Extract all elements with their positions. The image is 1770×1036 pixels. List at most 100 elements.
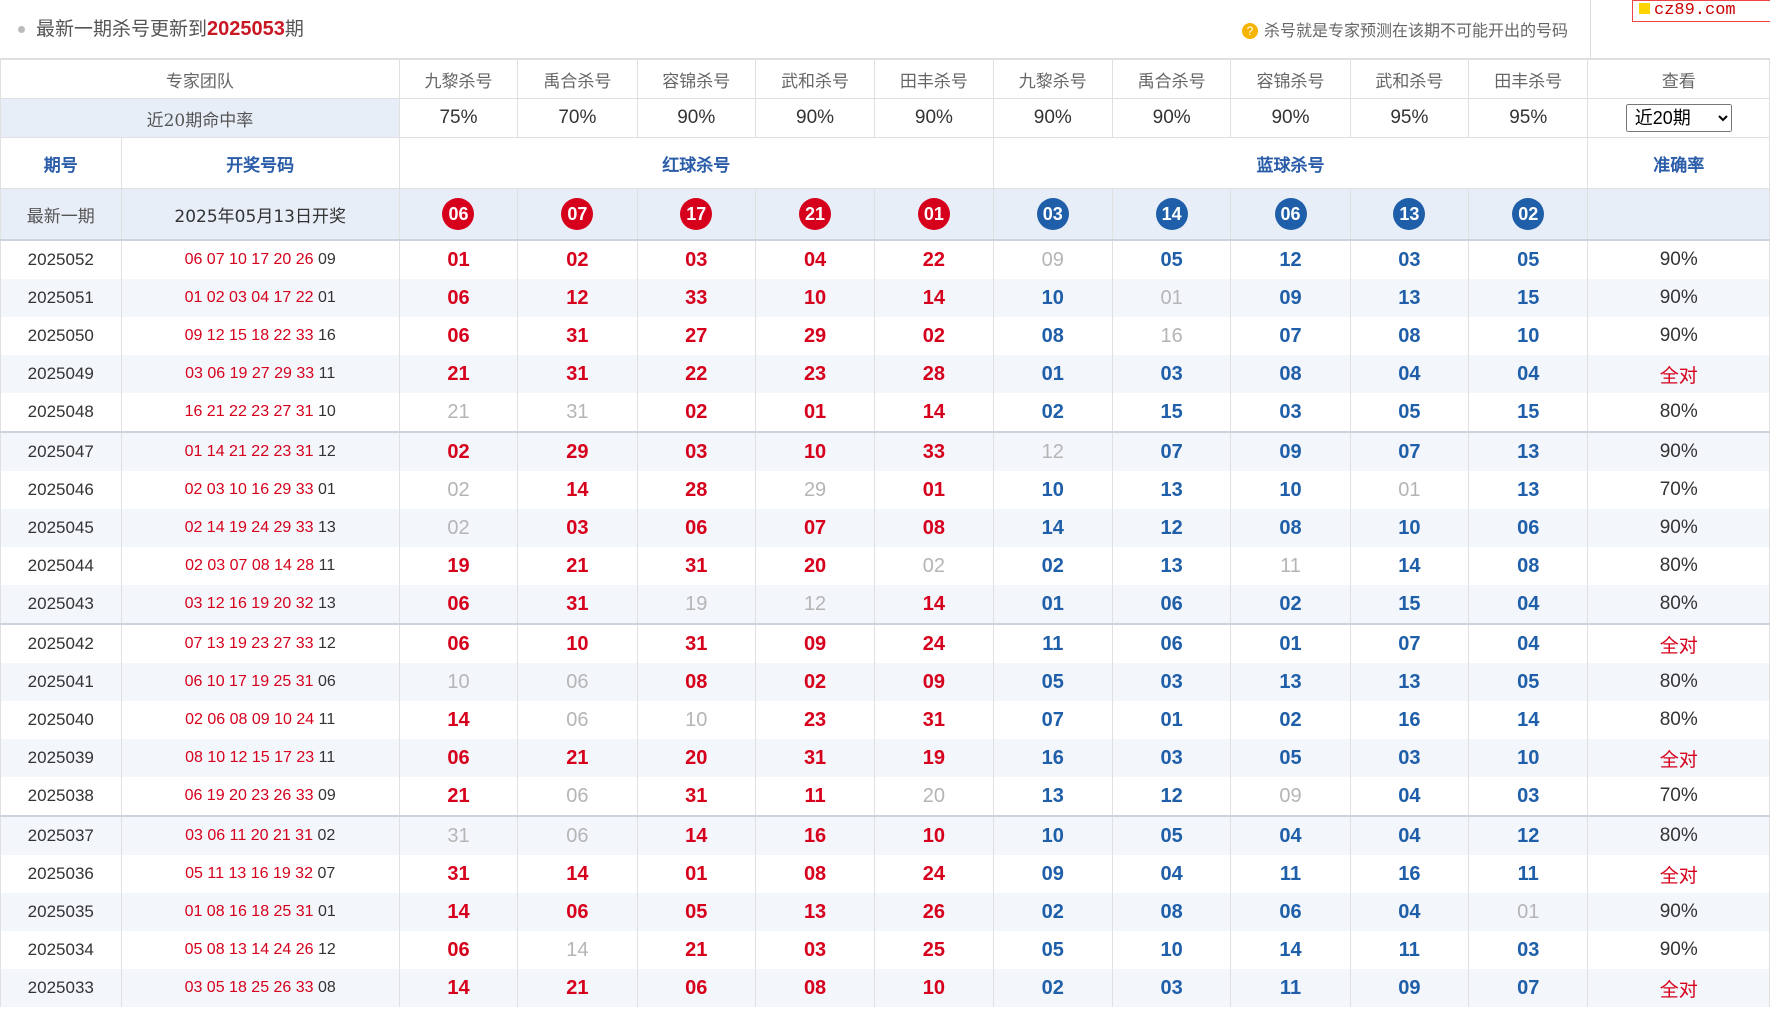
- red-kill-number: 06: [398, 279, 519, 317]
- blue-kill-number: 12: [1230, 239, 1351, 279]
- red-kill-number: 23: [754, 355, 876, 393]
- blue-kill-number: 13: [1111, 471, 1232, 509]
- draw-red-numbers: 03 06 11 20 21 31: [185, 827, 313, 844]
- red-kill-number: 06: [398, 623, 519, 663]
- accuracy-value: 80%: [1587, 663, 1770, 701]
- blue-kill-number: 02: [992, 547, 1114, 585]
- table-row: 2025045 02 14 19 24 29 33 13 02 03 06 07 08 14 1…: [0, 509, 1770, 547]
- blue-kill-number: 09: [992, 855, 1114, 893]
- blue-kill-number: 11: [1230, 969, 1351, 1007]
- red-kill-number: 31: [517, 317, 638, 355]
- page-title: 最新一期杀号更新到2025053期: [36, 18, 304, 40]
- issue-number: 2025039: [0, 739, 122, 777]
- blue-kill-ball-cell: 02: [1468, 188, 1589, 241]
- draw-red-numbers: 01 02 03 04 17 22: [184, 289, 314, 306]
- blue-kill-number: 07: [1349, 431, 1470, 471]
- red-kill-number: 10: [874, 815, 994, 855]
- red-kill-ball-cell: 21: [754, 188, 876, 241]
- hit-rate-row: 近20期命中率 75% 70% 90% 90% 90% 90% 90% 90% …: [0, 98, 1770, 138]
- accuracy-value: 80%: [1587, 547, 1770, 585]
- red-kill-number: 21: [398, 777, 519, 816]
- blue-kill-number: 05: [1468, 239, 1589, 279]
- blue-kill-number: 11: [1230, 855, 1351, 893]
- accuracy-value: 90%: [1587, 317, 1770, 355]
- blue-kill-number: 12: [1468, 815, 1589, 855]
- draw-blue-number: 12: [318, 443, 336, 460]
- draw-numbers: 02 03 10 16 29 33 01: [120, 471, 400, 509]
- table-row: 2025044 02 03 07 08 14 28 11 19 21 31 20 02 02 1…: [0, 547, 1770, 585]
- blue-kill-number: 01: [992, 355, 1114, 393]
- red-kill-number: 31: [517, 585, 638, 624]
- table-row: 2025047 01 14 21 22 23 31 12 02 29 03 10 33 12 0…: [0, 431, 1770, 471]
- blue-kill-number: 02: [1230, 701, 1351, 739]
- draw-blue-number: 06: [318, 673, 336, 690]
- red-kill-number: 31: [398, 815, 519, 855]
- expert-name: 容锦杀号: [636, 59, 756, 99]
- blue-kill-number: 03: [1230, 393, 1351, 432]
- blue-kill-number: 14: [1468, 701, 1589, 739]
- red-kill-number: 33: [636, 279, 756, 317]
- draw-blue-number: 02: [317, 827, 336, 844]
- red-kill-number: 06: [398, 585, 519, 624]
- blue-kill-number: 11: [1468, 855, 1589, 893]
- red-kill-number: 29: [517, 431, 638, 471]
- table-row: 2025035 01 08 16 18 25 31 01 14 06 05 13 26 02 0…: [0, 893, 1770, 931]
- blue-kill-number: 02: [992, 393, 1114, 432]
- issue-number: 2025043: [0, 585, 122, 624]
- blue-kill-number: 05: [1111, 239, 1232, 279]
- table-row: 2025043 03 12 16 19 20 32 13 06 31 19 12 14 01 0…: [0, 585, 1770, 624]
- hit-rate-value: 90%: [992, 98, 1114, 138]
- issue-number: 2025041: [0, 663, 122, 701]
- red-kill-number: 06: [517, 663, 638, 701]
- red-kill-number: 14: [517, 931, 638, 969]
- issue-number: 2025046: [0, 471, 122, 509]
- draw-numbers: 05 08 13 14 24 26 12: [120, 931, 400, 969]
- table-row: 2025039 08 10 12 15 17 23 11 06 21 20 31 19 16 0…: [0, 739, 1770, 777]
- blue-kill-number: 08: [1230, 355, 1351, 393]
- blue-kill-number: 15: [1468, 393, 1589, 432]
- red-kill-number: 19: [874, 739, 994, 777]
- draw-red-numbers: 06 07 10 17 20 26: [184, 251, 314, 268]
- red-kill-number: 31: [517, 355, 638, 393]
- period-select[interactable]: 近20期: [1625, 104, 1732, 132]
- draw-blue-number: 08: [318, 979, 336, 996]
- table-row: 2025048 16 21 22 23 27 31 10 21 31 02 01 14 02 1…: [0, 393, 1770, 432]
- draw-numbers: 01 08 16 18 25 31 01: [120, 893, 400, 931]
- draw-numbers: 08 10 12 15 17 23 11: [120, 739, 400, 777]
- draw-blue-number: 13: [318, 519, 336, 536]
- draw-blue-number: 01: [318, 903, 336, 920]
- blue-kill-number: 02: [992, 893, 1114, 931]
- red-kill-number: 12: [754, 585, 876, 624]
- blue-kill-number: 06: [1111, 623, 1232, 663]
- red-kill-ball: 17: [680, 198, 713, 230]
- draw-blue-number: 09: [318, 251, 336, 268]
- hit-rate-value: 70%: [517, 98, 638, 138]
- draw-numbers: 05 11 13 16 19 32 07: [120, 855, 400, 893]
- section-header-row: 期号 开奖号码 红球杀号 蓝球杀号 准确率: [0, 137, 1770, 189]
- red-kill-ball-cell: 01: [874, 188, 994, 241]
- accuracy-header: 准确率: [1587, 137, 1770, 189]
- red-kill-number: 31: [874, 701, 994, 739]
- table-row: 2025033 03 05 18 25 26 33 08 14 21 06 08 10 02 0…: [0, 969, 1770, 1007]
- blue-kill-number: 05: [992, 931, 1114, 969]
- red-kill-number: 33: [874, 431, 994, 471]
- blue-kill-number: 10: [1468, 739, 1589, 777]
- draw-red-numbers: 03 12 16 19 20 32: [184, 595, 314, 612]
- draw-red-numbers: 16 21 22 23 27 31: [184, 403, 314, 420]
- red-kill-number: 29: [754, 471, 876, 509]
- blue-kill-number: 09: [1230, 279, 1351, 317]
- accuracy-value: 80%: [1587, 815, 1770, 855]
- table-row: 2025051 01 02 03 04 17 22 01 06 12 33 10 14 10 0…: [0, 279, 1770, 317]
- red-kill-number: 04: [754, 239, 876, 279]
- blue-kill-number: 03: [1468, 777, 1589, 816]
- draw-numbers: 02 14 19 24 29 33 13: [120, 509, 400, 547]
- red-kill-number: 02: [398, 471, 519, 509]
- red-kill-number: 05: [636, 893, 756, 931]
- blue-kill-number: 13: [1349, 663, 1470, 701]
- draw-red-numbers: 03 05 18 25 26 33: [184, 979, 314, 996]
- red-kill-number: 01: [398, 239, 519, 279]
- red-kill-number: 14: [874, 279, 994, 317]
- hit-rate-value: 90%: [754, 98, 876, 138]
- accuracy-value: 90%: [1587, 279, 1770, 317]
- kill-number-hint: ? 杀号就是专家预测在该期不可能开出的号码: [1241, 17, 1568, 41]
